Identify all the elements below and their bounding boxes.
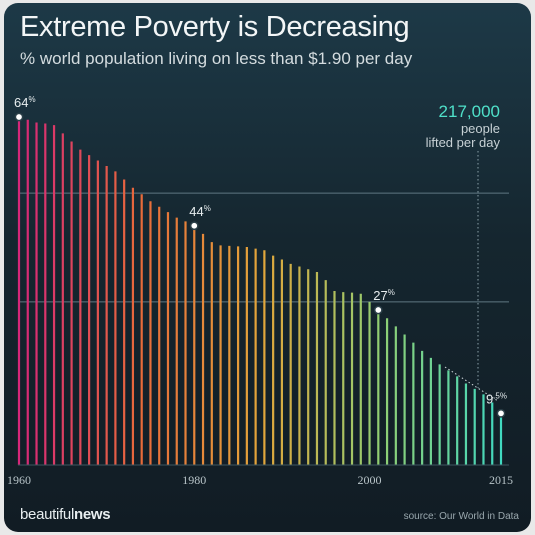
- x-tick-1960: 1960: [7, 473, 31, 487]
- marker-1980: [189, 221, 199, 231]
- callout-group: 217,000 people lifted per day: [426, 102, 501, 150]
- highlight-label-2015: 9.5%: [486, 391, 507, 406]
- marker-2015: [496, 408, 506, 418]
- marker-2001: [373, 305, 383, 315]
- highlight-label-unit: .5%: [493, 391, 507, 400]
- highlight-label-2001: 27%: [373, 288, 395, 303]
- highlight-label-value: 44: [189, 204, 203, 219]
- highlight-label-value: 64: [14, 95, 28, 110]
- chart-subtitle: % world population living on less than $…: [20, 49, 413, 68]
- chart-title: Extreme Poverty is Decreasing: [20, 11, 410, 43]
- highlight-markers: [14, 112, 506, 418]
- callout-value: 217,000: [439, 102, 500, 121]
- marker-1960: [14, 112, 24, 122]
- bars: [17, 117, 503, 465]
- poverty-chart: 64%44%27%9.5% 1960 1980 2000 2015 217,000 p…: [7, 95, 513, 487]
- x-tick-2000: 2000: [358, 473, 382, 487]
- brand-logo-light: beautiful: [20, 506, 75, 523]
- highlight-label-1980: 44%: [189, 204, 211, 219]
- source-note: source: Our World in Data: [403, 511, 519, 522]
- highlight-label-value: 9: [486, 391, 493, 406]
- x-tick-1980: 1980: [182, 473, 206, 487]
- brand-logo: beautifulnews: [20, 506, 111, 523]
- highlight-label-1960: 64%: [14, 95, 36, 110]
- highlight-label-unit: %: [28, 95, 35, 104]
- highlight-label-unit: %: [388, 288, 395, 297]
- highlight-label-value: 27: [373, 288, 387, 303]
- x-axis-ticks: 1960 1980 2000 2015: [7, 473, 513, 487]
- x-tick-2015: 2015: [489, 473, 513, 487]
- highlight-label-unit: %: [204, 204, 211, 213]
- callout-lifted: lifted per day: [426, 135, 501, 150]
- highlight-labels: 64%44%27%9.5%: [14, 95, 507, 406]
- infographic-card: Extreme Poverty is Decreasing % world po…: [4, 3, 531, 532]
- brand-logo-bold: news: [74, 506, 111, 523]
- trend-dotted-line: [444, 366, 499, 402]
- callout-people: people: [461, 121, 500, 136]
